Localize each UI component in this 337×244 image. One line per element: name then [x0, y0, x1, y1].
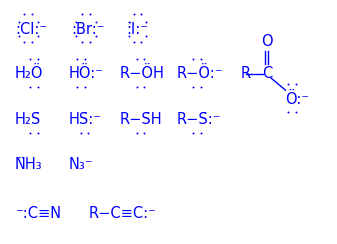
Text: R−C≡C:⁻: R−C≡C:⁻	[88, 206, 156, 221]
Text: HS̈:⁻: HS̈:⁻	[68, 112, 101, 127]
Text: Ö:⁻: Ö:⁻	[285, 92, 309, 107]
Text: :Cl:⁻: :Cl:⁻	[15, 22, 47, 37]
Text: R−Ö:⁻: R−Ö:⁻	[177, 66, 223, 81]
Text: :Br:⁻: :Br:⁻	[71, 22, 105, 37]
Text: R: R	[240, 66, 250, 81]
Text: O: O	[261, 34, 273, 49]
Text: H₂S̈: H₂S̈	[15, 112, 41, 127]
Text: R−S̈H: R−S̈H	[120, 112, 163, 127]
Text: R−ÖH: R−ÖH	[120, 66, 165, 81]
Text: N̈H₃: N̈H₃	[15, 157, 42, 172]
Text: H₂Ö: H₂Ö	[15, 66, 43, 81]
Text: :Ï:⁻: :Ï:⁻	[127, 22, 149, 37]
Text: C: C	[262, 66, 272, 81]
Text: ⁻:C≡N: ⁻:C≡N	[15, 206, 61, 221]
Text: R−S̈:⁻: R−S̈:⁻	[177, 112, 221, 127]
Text: N₃⁻: N₃⁻	[68, 157, 93, 172]
Text: HÖ:⁻: HÖ:⁻	[68, 66, 103, 81]
